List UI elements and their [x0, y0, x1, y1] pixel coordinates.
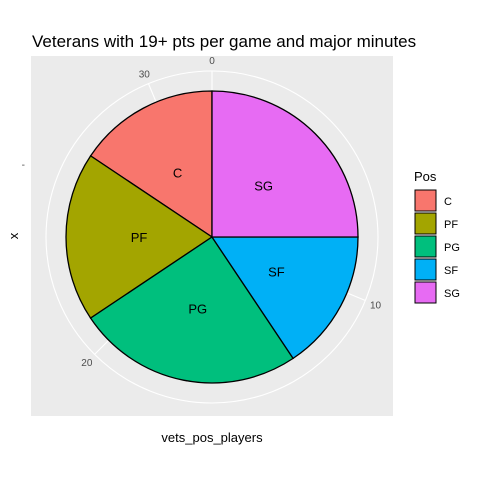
legend-label-sf: SF: [444, 265, 458, 277]
radial-tick-label: 0: [209, 56, 215, 67]
radial-tick-label: 20: [81, 358, 93, 369]
radial-tick-label: 30: [139, 69, 151, 80]
y-axis-title: x: [6, 232, 21, 239]
legend-label-sg: SG: [444, 288, 460, 300]
slice-label-pf: PF: [131, 230, 148, 245]
legend-label-pf: PF: [444, 219, 458, 231]
x-axis-title: vets_pos_players: [161, 430, 263, 445]
pie-slice-pf: [65, 154, 214, 320]
legend: C PF PG SF SG: [414, 189, 460, 304]
pie-slice-sg: [211, 90, 359, 238]
legend-label-c: C: [444, 196, 452, 208]
legend-key-sg: [414, 281, 437, 304]
legend-key-c: [414, 189, 437, 212]
radial-axis-ticks: 0 10 20 30: [81, 56, 381, 369]
pie-slice-c: [89, 90, 213, 239]
legend-key-sf: [414, 258, 437, 281]
slice-labels: C PF PG SF SG: [131, 166, 285, 317]
pie-slice-sf: [210, 236, 359, 360]
slice-label-pg: PG: [188, 302, 207, 317]
slice-label-c: C: [173, 166, 182, 181]
legend-title: Pos: [414, 169, 437, 184]
legend-label-pg: PG: [444, 242, 460, 254]
pie-slices: [65, 90, 359, 384]
y-axis-tick-label: -: [22, 160, 25, 171]
legend-key-pg: [414, 235, 437, 258]
slice-label-sf: SF: [268, 264, 285, 279]
chart-title: Veterans with 19+ pts per game and major…: [32, 32, 416, 51]
radial-tick-label: 10: [370, 301, 382, 312]
pie-slice-pg: [89, 236, 295, 384]
legend-key-pf: [414, 212, 437, 235]
slice-label-sg: SG: [254, 178, 273, 193]
